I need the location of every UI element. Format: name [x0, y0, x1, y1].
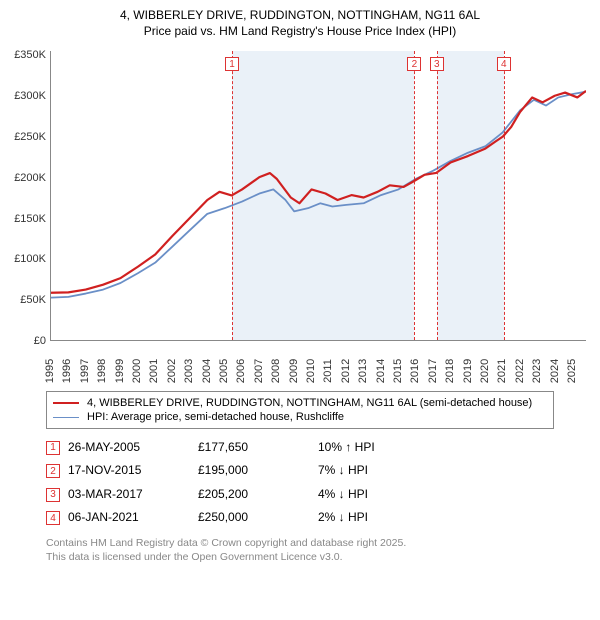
transaction-price: £250,000	[198, 506, 318, 530]
marker-line-2	[414, 51, 415, 340]
y-tick-label: £100K	[8, 253, 46, 265]
table-row: 1 26-MAY-2005£177,65010% ↑ HPI	[46, 435, 383, 459]
transaction-date: 26-MAY-2005	[68, 435, 198, 459]
transaction-id-cell: 2	[46, 459, 68, 483]
chart-title: 4, WIBBERLEY DRIVE, RUDDINGTON, NOTTINGH…	[8, 8, 592, 39]
marker-label-3: 3	[430, 57, 444, 71]
transaction-id-cell: 4	[46, 506, 68, 530]
x-tick-label: 2002	[166, 359, 178, 383]
x-tick-label: 1996	[61, 359, 73, 383]
title-line2: Price paid vs. HM Land Registry's House …	[8, 24, 592, 40]
marker-label-4: 4	[497, 57, 511, 71]
footer-line1: Contains HM Land Registry data © Crown c…	[46, 537, 592, 551]
x-tick-label: 2014	[375, 359, 387, 383]
marker-line-3	[437, 51, 438, 340]
x-tick-label: 2023	[531, 359, 543, 383]
x-tick-label: 2024	[549, 359, 561, 383]
chart-lines	[51, 51, 586, 340]
marker-line-1	[232, 51, 233, 340]
transaction-id-cell: 3	[46, 482, 68, 506]
legend: 4, WIBBERLEY DRIVE, RUDDINGTON, NOTTINGH…	[46, 391, 554, 429]
legend-row: HPI: Average price, semi-detached house,…	[53, 410, 547, 424]
transaction-price: £195,000	[198, 459, 318, 483]
table-row: 3 03-MAR-2017£205,2004% ↓ HPI	[46, 482, 383, 506]
x-tick-label: 2012	[340, 359, 352, 383]
chart-container: 1 23 4 £0 £50K £100K £150K £200K £250K £300K £350…	[8, 45, 592, 385]
x-tick-label: 2007	[253, 359, 265, 383]
x-tick-label: 2000	[131, 359, 143, 383]
marker-line-4	[504, 51, 505, 340]
y-tick-label: £350K	[8, 49, 46, 61]
series-line	[51, 91, 586, 293]
x-tick-label: 2005	[218, 359, 230, 383]
x-tick-label: 2013	[357, 359, 369, 383]
x-tick-label: 2025	[566, 359, 578, 383]
transaction-marker: 4	[46, 511, 60, 525]
table-row: 2 17-NOV-2015£195,0007% ↓ HPI	[46, 459, 383, 483]
x-tick-label: 2021	[496, 359, 508, 383]
transaction-date: 06-JAN-2021	[68, 506, 198, 530]
x-tick-label: 2019	[462, 359, 474, 383]
x-tick-label: 2010	[305, 359, 317, 383]
x-tick-label: 2008	[270, 359, 282, 383]
transaction-price: £177,650	[198, 435, 318, 459]
transaction-delta: 10% ↑ HPI	[318, 435, 383, 459]
series-line	[51, 92, 586, 298]
x-tick-label: 2011	[322, 359, 334, 383]
y-tick-label: £0	[8, 335, 46, 347]
x-tick-label: 2004	[201, 359, 213, 383]
transaction-date: 03-MAR-2017	[68, 482, 198, 506]
legend-label: HPI: Average price, semi-detached house,…	[87, 411, 344, 423]
x-tick-label: 2009	[288, 359, 300, 383]
x-tick-label: 2006	[235, 359, 247, 383]
table-row: 4 06-JAN-2021£250,0002% ↓ HPI	[46, 506, 383, 530]
transaction-id-cell: 1	[46, 435, 68, 459]
marker-label-2: 2	[407, 57, 421, 71]
legend-swatch	[53, 417, 79, 418]
plot-area: 1 23 4	[50, 51, 586, 341]
x-tick-label: 1995	[44, 359, 56, 383]
legend-label: 4, WIBBERLEY DRIVE, RUDDINGTON, NOTTINGH…	[87, 397, 532, 409]
y-tick-label: £50K	[8, 294, 46, 306]
transaction-delta: 2% ↓ HPI	[318, 506, 383, 530]
transactions-table: 1 26-MAY-2005£177,65010% ↑ HPI 2 17-NOV-201…	[46, 435, 383, 529]
footer-line2: This data is licensed under the Open Gov…	[46, 551, 592, 565]
transaction-price: £205,200	[198, 482, 318, 506]
x-tick-label: 1999	[114, 359, 126, 383]
transaction-marker: 1	[46, 441, 60, 455]
legend-row: 4, WIBBERLEY DRIVE, RUDDINGTON, NOTTINGH…	[53, 396, 547, 410]
transaction-marker: 3	[46, 488, 60, 502]
transaction-date: 17-NOV-2015	[68, 459, 198, 483]
x-tick-label: 2015	[392, 359, 404, 383]
title-line1: 4, WIBBERLEY DRIVE, RUDDINGTON, NOTTINGH…	[8, 8, 592, 24]
y-tick-label: £150K	[8, 213, 46, 225]
x-tick-label: 1998	[96, 359, 108, 383]
footer-note: Contains HM Land Registry data © Crown c…	[46, 537, 592, 564]
x-tick-label: 2018	[444, 359, 456, 383]
x-tick-label: 1997	[79, 359, 91, 383]
x-tick-label: 2022	[514, 359, 526, 383]
legend-swatch	[53, 402, 79, 404]
transaction-delta: 7% ↓ HPI	[318, 459, 383, 483]
y-tick-label: £250K	[8, 131, 46, 143]
transaction-delta: 4% ↓ HPI	[318, 482, 383, 506]
x-tick-label: 2016	[409, 359, 421, 383]
x-tick-label: 2001	[148, 359, 160, 383]
marker-label-1: 1	[225, 57, 239, 71]
y-tick-label: £200K	[8, 172, 46, 184]
transaction-marker: 2	[46, 464, 60, 478]
x-tick-label: 2017	[427, 359, 439, 383]
y-tick-label: £300K	[8, 90, 46, 102]
x-tick-label: 2003	[183, 359, 195, 383]
x-tick-label: 2020	[479, 359, 491, 383]
